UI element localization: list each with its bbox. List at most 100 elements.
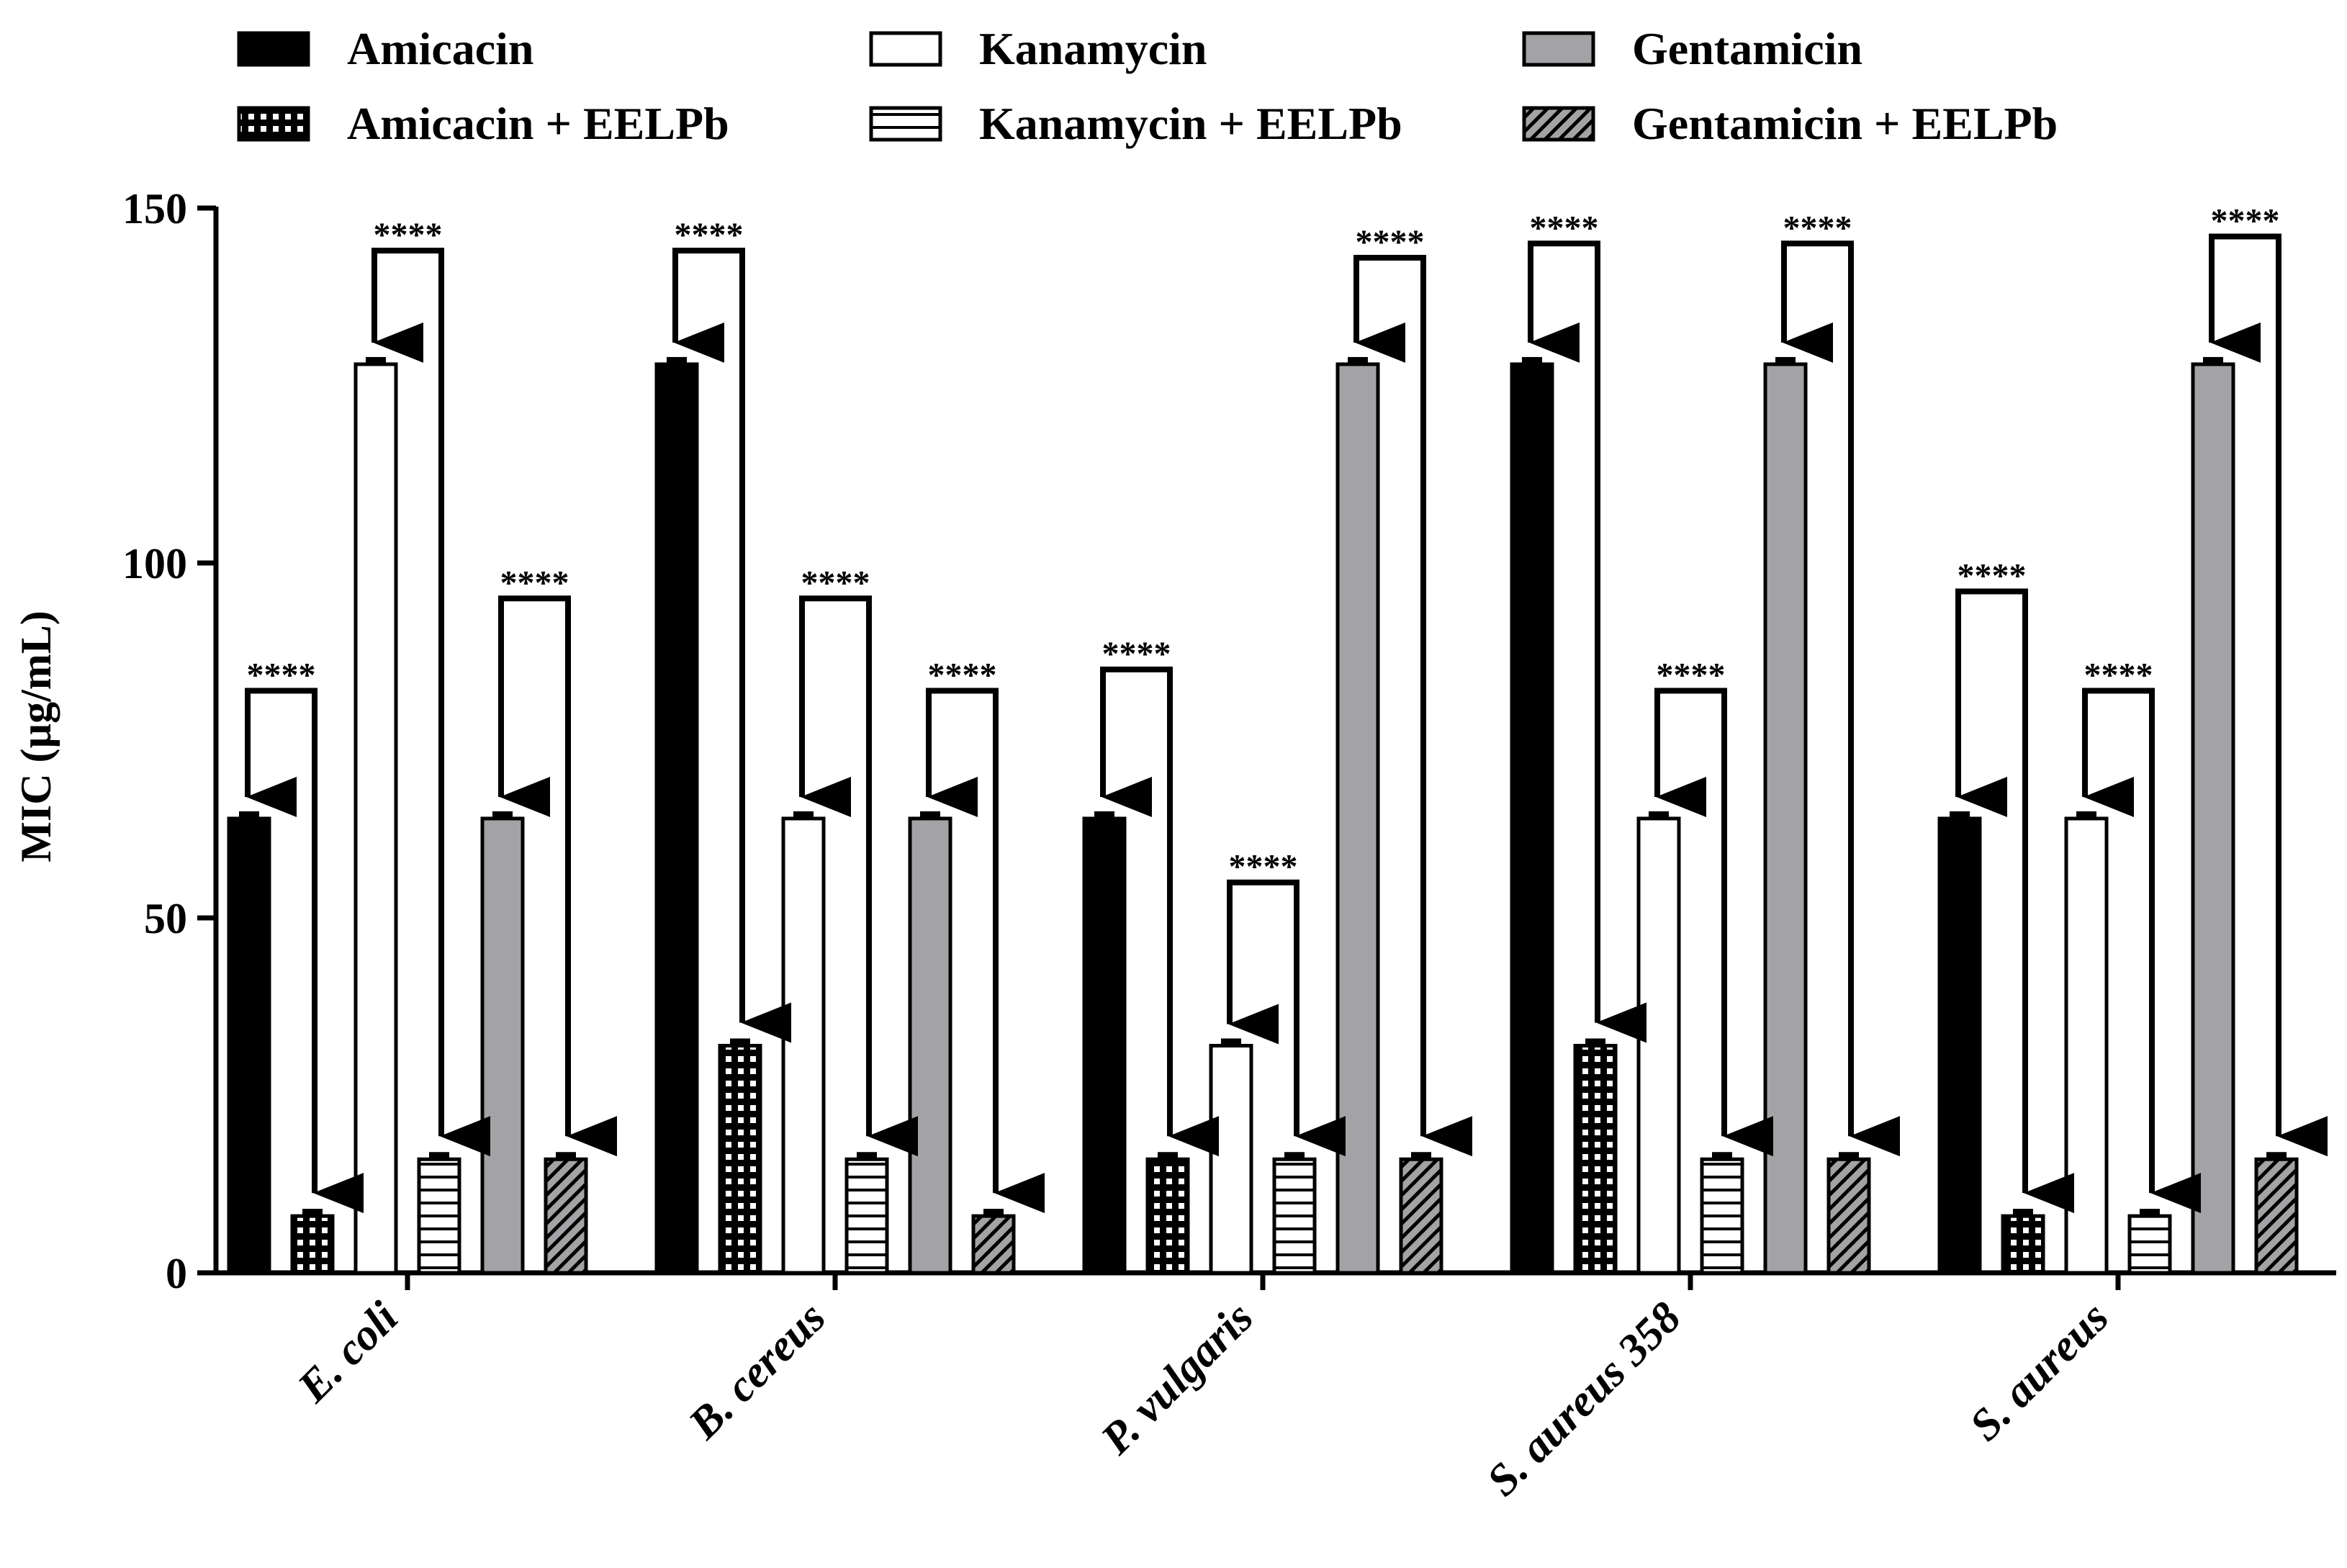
significance-bracket — [926, 688, 1045, 1214]
legend-label-amicacin-eelpb: Amicacin + EELPb — [347, 98, 729, 149]
bar-amicacin — [1937, 816, 1982, 1275]
error-bar-cap — [492, 811, 513, 819]
bar-amicacin-eelpb — [1145, 1157, 1190, 1275]
significance-label: **** — [1102, 635, 1171, 673]
error-bar-cap — [239, 811, 259, 819]
bar-kanamycin — [1209, 1043, 1253, 1275]
legend-swatch-gentamicin-eelpb — [1522, 106, 1595, 142]
significance-label: **** — [1958, 557, 2027, 595]
bar-kanamycin-eelpb — [2127, 1214, 2172, 1275]
significance-label: **** — [500, 564, 569, 602]
error-bar-cap — [366, 356, 386, 364]
significance-label: **** — [2211, 202, 2280, 240]
bar-kanamycin-eelpb — [1700, 1157, 1744, 1275]
bar-kanamycin-eelpb — [844, 1157, 889, 1275]
error-bar-cap — [1284, 1152, 1305, 1160]
bar-gentamicin-eelpb — [971, 1214, 1016, 1275]
significance-bracket — [1781, 240, 1900, 1157]
error-bar-cap — [857, 1152, 877, 1160]
error-bar-cap — [1158, 1152, 1178, 1160]
significance-label: **** — [1530, 209, 1599, 247]
significance-label: **** — [801, 564, 870, 602]
bars — [227, 356, 2299, 1275]
x-tick-label: B. cereus — [679, 1293, 835, 1449]
significance-bracket — [799, 595, 918, 1157]
legend-swatch-kanamycin — [869, 31, 942, 67]
error-bar-cap — [1585, 1038, 1605, 1046]
error-bar-cap — [1348, 356, 1368, 364]
bar-amicacin-eelpb — [718, 1043, 762, 1275]
significance-bracket — [1100, 666, 1219, 1157]
error-bar-cap — [2013, 1209, 2033, 1217]
legend-swatch-amicacin — [237, 31, 310, 67]
legend-label-kanamycin: Kanamycin — [979, 23, 1207, 74]
error-bar-cap — [793, 811, 814, 819]
significance-bracket — [498, 595, 617, 1157]
significance-label: **** — [1229, 848, 1298, 886]
x-tick-label: P. vulgaris — [1091, 1293, 1263, 1464]
significance-label: **** — [247, 656, 316, 694]
significance-bracket — [1227, 879, 1346, 1157]
error-bar-cap — [1094, 811, 1114, 819]
error-bar-cap — [1712, 1152, 1732, 1160]
axes: 0 50 100 150 E. coli B. cereus P. vulgaris S. a… — [122, 185, 2336, 1505]
legend-label-gentamicin-eelpb: Gentamicin + EELPb — [1632, 98, 2058, 149]
significance-bracket — [672, 248, 791, 1043]
legend-label-kanamycin-eelpb: Kanamycin + EELPb — [979, 98, 1402, 149]
y-tick-label: 0 — [166, 1250, 187, 1297]
error-bar-cap — [429, 1152, 449, 1160]
bar-kanamycin-eelpb — [417, 1157, 461, 1275]
error-bar-cap — [1839, 1152, 1859, 1160]
bar-amicacin — [1082, 816, 1127, 1275]
y-tick-label: 50 — [144, 895, 187, 942]
significance-bracket — [245, 688, 364, 1214]
y-tick-label: 150 — [122, 185, 187, 233]
error-bar-cap — [556, 1152, 576, 1160]
bar-kanamycin — [353, 362, 398, 1275]
error-bar-cap — [1411, 1152, 1431, 1160]
x-tick-label: S. aureus — [1960, 1293, 2118, 1451]
significance-label: **** — [1356, 223, 1425, 261]
bar-kanamycin — [2064, 816, 2109, 1275]
bar-kanamycin — [781, 816, 826, 1275]
error-bar-cap — [1522, 356, 1542, 364]
significance-bracket — [1955, 588, 2074, 1214]
significance-bracket — [1528, 240, 1646, 1043]
significance-label: **** — [1657, 656, 1726, 694]
legend-label-amicacin: Amicacin — [347, 23, 534, 74]
significance-label: **** — [928, 656, 997, 694]
x-tick-label: E. coli — [288, 1293, 407, 1412]
error-bar-cap — [302, 1209, 323, 1217]
significance-bracket — [2082, 688, 2201, 1214]
error-bar-cap — [1950, 811, 1970, 819]
significance-bracket — [371, 248, 490, 1157]
error-bar-cap — [1775, 356, 1796, 364]
bar-gentamicin — [480, 816, 525, 1275]
bar-amicacin — [1510, 362, 1554, 1275]
error-bar-cap — [2076, 811, 2096, 819]
bar-gentamicin — [1335, 362, 1380, 1275]
y-axis-label: MIC (µg/mL) — [12, 610, 60, 862]
significance-label: **** — [2084, 656, 2153, 694]
error-bar-cap — [983, 1209, 1004, 1217]
bar-amicacin-eelpb — [290, 1214, 335, 1275]
significance-brackets: **** **** **** **** **** **** **** **** **** ****… — [245, 202, 2328, 1214]
bar-kanamycin — [1636, 816, 1681, 1275]
bar-amicacin-eelpb — [2001, 1214, 2045, 1275]
y-tick-label: 100 — [122, 540, 187, 587]
significance-label: **** — [675, 216, 744, 254]
bar-gentamicin-eelpb — [1826, 1157, 1871, 1275]
error-bar-cap — [667, 356, 687, 364]
error-bar-cap — [1221, 1038, 1241, 1046]
error-bar-cap — [730, 1038, 750, 1046]
bar-gentamicin-eelpb — [544, 1157, 588, 1275]
legend-label-gentamicin: Gentamicin — [1632, 23, 1862, 74]
legend-swatch-amicacin-eelpb — [237, 106, 310, 142]
legend-swatch-kanamycin-eelpb — [869, 106, 942, 142]
error-bar-cap — [920, 811, 940, 819]
bar-amicacin — [654, 362, 699, 1275]
bar-amicacin — [227, 816, 271, 1275]
error-bar-cap — [2140, 1209, 2160, 1217]
bar-amicacin-eelpb — [1573, 1043, 1618, 1275]
